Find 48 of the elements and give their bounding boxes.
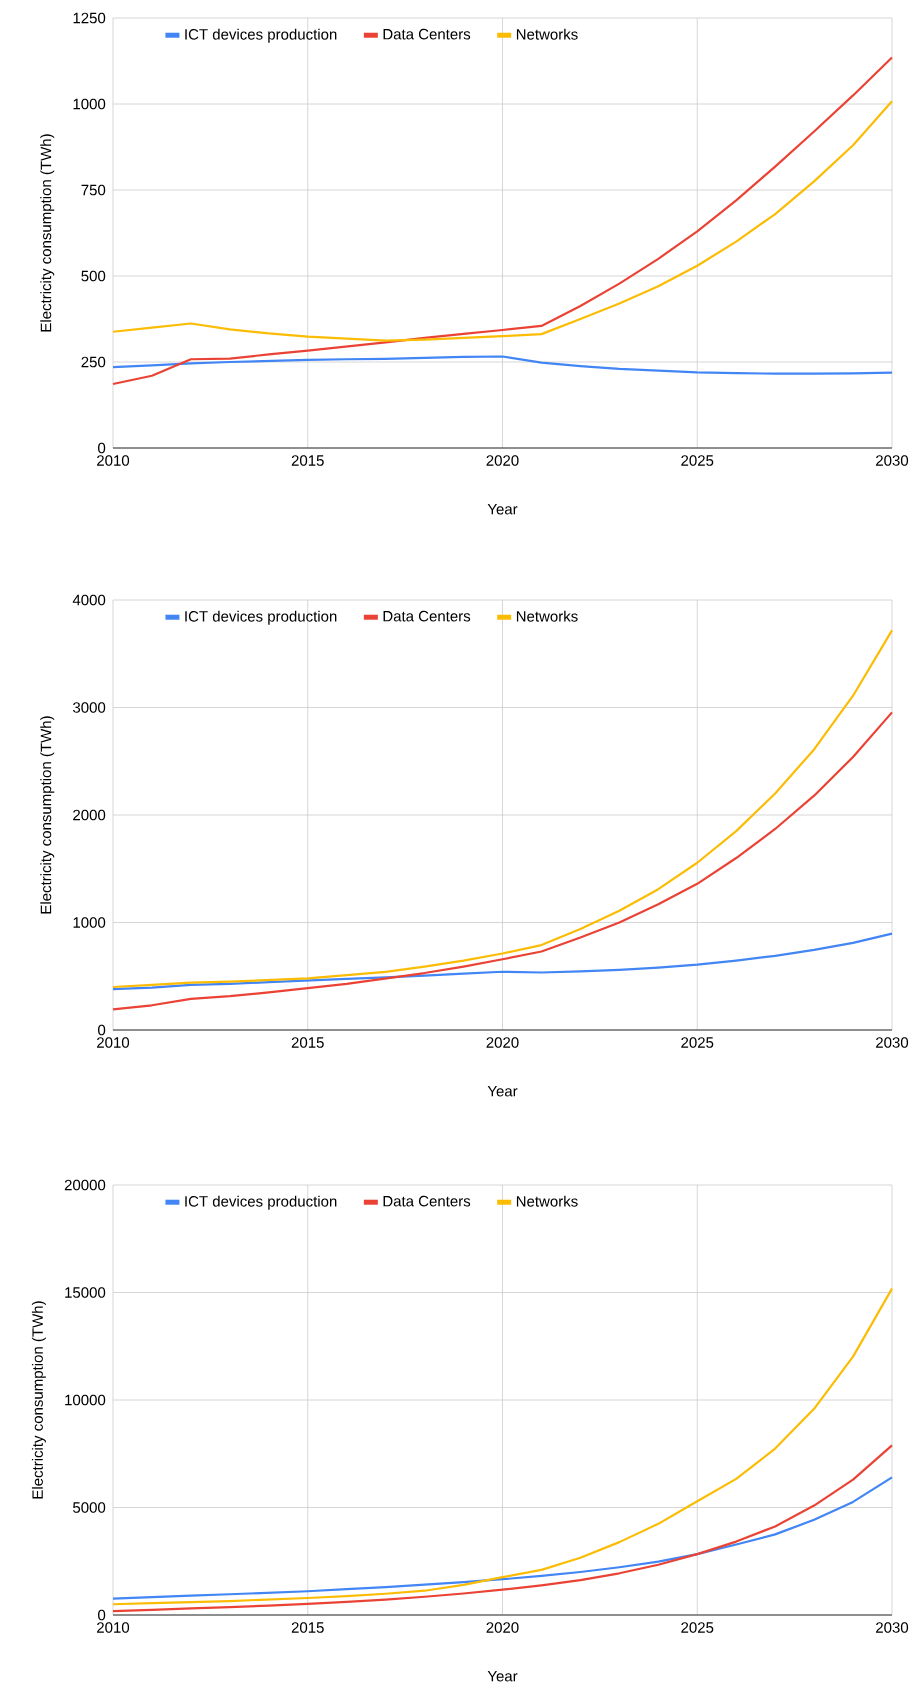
legend-label: Data Centers xyxy=(383,610,471,622)
y-tick-label: 500 xyxy=(81,270,106,282)
legend-label: ICT devices production xyxy=(185,28,337,43)
y-tick-label: 20000 xyxy=(64,1179,106,1191)
x-axis-title: Year xyxy=(487,1086,518,1097)
y-tick-label: 3000 xyxy=(72,702,106,713)
y-tick-label: 1000 xyxy=(73,917,106,928)
line-series xyxy=(111,1444,894,1613)
legend-label: Data Centers xyxy=(383,28,471,40)
x-tick-label: 2025 xyxy=(681,1622,714,1633)
y-tick-label: 2000 xyxy=(73,809,106,821)
y-tick-label: 1250 xyxy=(73,12,106,24)
x-axis-title: Year xyxy=(487,1671,518,1682)
x-tick-label: 2015 xyxy=(291,455,324,466)
y-tick-label: 1000 xyxy=(73,98,106,110)
x-tick-label: 2020 xyxy=(486,1037,519,1048)
legend-label: Networks xyxy=(516,1195,578,1207)
x-tick-label: 2020 xyxy=(486,1622,519,1633)
y-axis-title: Electricity consumption (TWh) xyxy=(40,134,55,332)
y-tick-label: 0 xyxy=(98,1609,106,1621)
x-tick-label: 2030 xyxy=(876,455,909,466)
x-tick-label: 2015 xyxy=(291,1037,324,1048)
y-tick-label: 250 xyxy=(81,356,106,368)
legend-label: Data Centers xyxy=(383,1195,471,1207)
x-tick-label: 2010 xyxy=(97,1622,130,1633)
x-tick-label: 2030 xyxy=(876,1622,909,1633)
y-tick-label: 0 xyxy=(98,1024,106,1036)
x-tick-label: 2025 xyxy=(681,455,714,466)
x-tick-label: 2015 xyxy=(291,1622,324,1633)
y-axis-title: Electricity consumption (TWh) xyxy=(40,716,55,914)
x-tick-label: 2010 xyxy=(97,1037,130,1048)
y-tick-label: 4000 xyxy=(72,594,106,606)
x-tick-label: 2025 xyxy=(681,1037,714,1048)
y-tick-label: 15000 xyxy=(65,1287,106,1298)
x-tick-label: 2020 xyxy=(486,455,519,466)
x-tick-label: 2030 xyxy=(876,1037,909,1048)
legend-label: Networks xyxy=(516,28,578,40)
legend-label: ICT devices production xyxy=(185,1195,337,1210)
legend-label: ICT devices production xyxy=(185,610,337,625)
x-axis-title: Year xyxy=(487,504,518,515)
line-series xyxy=(111,100,894,342)
y-tick-label: 5000 xyxy=(73,1502,106,1513)
y-tick-label: 0 xyxy=(98,442,106,454)
legend-label: Networks xyxy=(516,610,578,622)
x-tick-label: 2010 xyxy=(97,455,130,466)
y-tick-label: 750 xyxy=(81,184,106,196)
y-tick-label: 10000 xyxy=(65,1394,106,1406)
y-axis-title: Electricity consumption (TWh) xyxy=(31,1301,46,1499)
